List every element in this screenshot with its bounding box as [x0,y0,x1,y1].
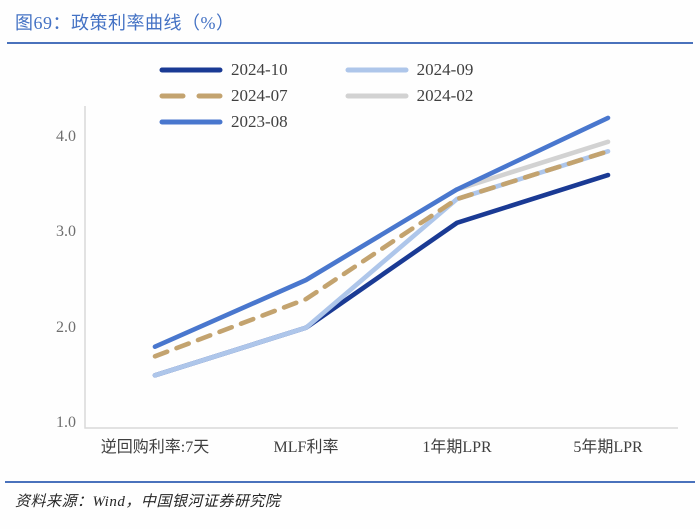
x-category-label: 1年期LPR [422,439,492,456]
bottom-divider [5,481,695,483]
legend-swatch-2024-02 [345,93,409,99]
legend-swatch-2024-07 [159,93,223,99]
legend-item-2024-07: 2024-07 [158,83,288,109]
legend-label: 2023-08 [231,112,288,131]
legend-item-2024-10: 2024-10 [158,57,288,83]
x-category-label: 5年期LPR [573,439,643,456]
legend-label: 2024-09 [416,60,474,79]
legend-swatch-2024-09 [345,67,409,73]
y-tick-label: 3.0 [56,223,76,241]
x-category-label: 逆回购利率:7天 [100,439,210,456]
series-line-2024-07 [152,149,611,359]
source-note: 资料来源：Wind，中国银河证券研究院 [15,494,281,510]
y-tick-label: 1.0 [56,414,76,431]
figure-title: 图69：政策利率曲线（%） [15,13,235,33]
legend-label: 2024-02 [416,86,474,105]
axis-line [84,106,678,429]
top-divider [7,42,693,44]
legend-label: 2024-10 [231,60,288,79]
legend-item-2024-09: 2024-09 [344,57,474,83]
series-line-2024-09 [152,149,611,378]
chart-legend: 2024-10 2024-07 2023-08 2024-09 2024-02 [158,57,578,137]
series-line-2024-10 [152,172,611,378]
series-line-2023-08 [152,115,611,350]
legend-swatch-2023-08 [159,119,223,125]
x-category-label: MLF利率 [273,439,339,456]
legend-item-2023-08: 2023-08 [158,109,288,135]
legend-item-2024-02: 2024-02 [344,83,474,109]
legend-swatch-2024-10 [159,67,223,73]
y-tick-label: 4.0 [56,128,76,145]
y-tick-label: 2.0 [56,318,76,336]
legend-label: 2024-07 [231,86,288,105]
